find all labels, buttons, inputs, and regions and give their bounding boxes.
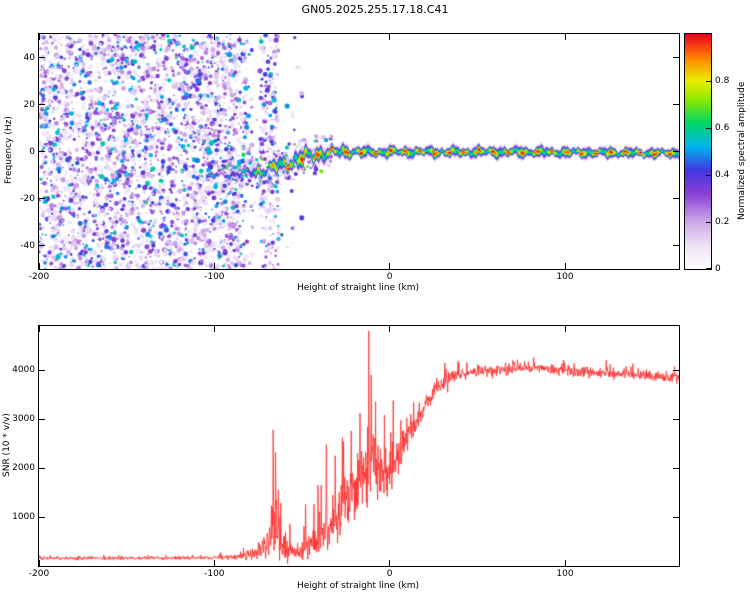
spectrogram-canvas	[39, 34, 679, 269]
x-tick	[213, 560, 215, 566]
snr-x-axis-label: Height of straight line (km)	[297, 581, 419, 591]
y-tick	[39, 151, 45, 152]
y-tick	[39, 369, 45, 371]
y-tick-label: -40	[20, 240, 35, 251]
x-tick	[389, 263, 391, 269]
colorbar-tick	[706, 174, 711, 176]
y-tick	[673, 198, 679, 199]
y-tick	[39, 516, 45, 518]
y-tick	[673, 516, 679, 518]
y-tick	[673, 151, 679, 152]
colorbar: 0 0.2 0.4 0.6 0.8	[684, 33, 729, 274]
x-tick	[213, 34, 215, 40]
colorbar-tick	[706, 221, 711, 223]
colorbar-canvas	[685, 34, 711, 269]
y-tick	[39, 245, 45, 246]
x-tick-label: 100	[556, 272, 574, 282]
x-tick	[213, 263, 215, 269]
y-tick	[673, 467, 679, 469]
y-tick	[673, 104, 679, 105]
colorbar-label: Normalized spectral amplitude	[737, 81, 747, 220]
spectrogram-plot-area: -200 -100 0 100 -40 -20 0 20 40	[20, 33, 680, 282]
colorbar-tick-label: 0.8	[715, 76, 730, 86]
snr-plot-area: -200 -100 0 100 1000 2000 3000 4000	[12, 325, 680, 579]
y-tick	[39, 104, 45, 105]
y-tick-label: 20	[23, 99, 35, 110]
colorbar-tick-label: 0	[715, 264, 721, 274]
y-tick-label: 4000	[12, 365, 35, 376]
x-tick	[389, 326, 391, 332]
x-tick	[389, 560, 391, 566]
x-tick-label: -100	[204, 272, 225, 282]
x-tick	[38, 326, 40, 332]
y-tick	[39, 418, 45, 420]
x-tick	[38, 263, 40, 269]
figure-title: GN05.2025.255.17.18.C41	[301, 3, 449, 16]
x-tick-label: -200	[28, 569, 50, 579]
snr-y-axis-label: SNR (10 * v/v)	[2, 413, 12, 477]
x-tick-label: -200	[28, 272, 50, 282]
colorbar-tick	[706, 267, 711, 269]
colorbar-tick-label: 0.2	[715, 217, 730, 227]
spectrogram-x-axis-label: Height of straight line (km)	[297, 283, 419, 293]
y-tick	[673, 245, 679, 246]
x-tick-label: 0	[386, 272, 393, 282]
y-tick	[39, 198, 45, 199]
y-tick-label: 1000	[12, 512, 35, 523]
y-tick-label: 40	[23, 52, 35, 63]
x-tick	[564, 263, 566, 269]
y-tick	[673, 369, 679, 371]
colorbar-tick	[706, 127, 711, 129]
colorbar-tick-label: 0.4	[715, 170, 730, 180]
x-tick-label: 100	[556, 569, 574, 579]
x-tick	[213, 326, 215, 332]
y-tick-label: 0	[29, 146, 35, 157]
x-tick	[564, 34, 566, 40]
y-tick-label: 2000	[12, 463, 35, 474]
colorbar-tick-label: 0.6	[715, 123, 730, 133]
y-tick-label: -20	[20, 193, 35, 204]
y-tick-label: 3000	[12, 414, 35, 425]
y-tick	[673, 57, 679, 58]
x-tick	[564, 560, 566, 566]
x-tick	[38, 34, 40, 40]
y-tick	[673, 418, 679, 420]
y-tick	[39, 467, 45, 469]
snr-canvas	[39, 326, 679, 566]
x-tick	[389, 34, 391, 40]
x-tick-label: -100	[204, 569, 225, 579]
colorbar-tick	[706, 80, 711, 82]
x-tick	[38, 560, 40, 566]
x-tick-label: 0	[386, 569, 393, 579]
x-tick	[564, 326, 566, 332]
y-tick	[39, 57, 45, 58]
spectrogram-y-axis-label: Frequency (Hz)	[4, 116, 14, 185]
